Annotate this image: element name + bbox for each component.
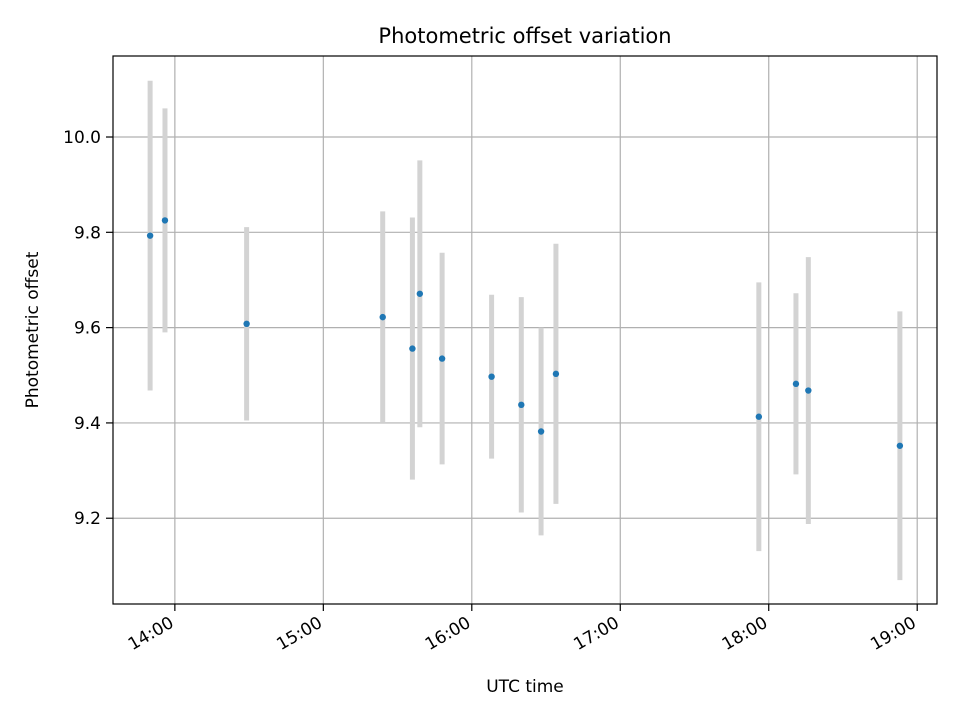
- data-points: [146, 217, 904, 449]
- x-axis-label: UTC time: [486, 677, 564, 697]
- data-point: [552, 370, 560, 378]
- data-point: [805, 387, 812, 394]
- y-axis: 9.2 9.4 9.6 9.8 10.0: [63, 128, 113, 529]
- y-tick-label: 9.4: [74, 414, 101, 434]
- data-point: [792, 380, 800, 388]
- data-point: [438, 355, 446, 362]
- data-point: [416, 290, 424, 297]
- data-point: [161, 217, 169, 224]
- y-tick-label: 10.0: [63, 128, 101, 148]
- data-point: [488, 373, 495, 380]
- y-tick-label: 9.6: [74, 319, 101, 339]
- data-point: [896, 442, 904, 449]
- data-point: [409, 345, 416, 352]
- y-tick-label: 9.8: [74, 223, 101, 243]
- chart-title: Photometric offset variation: [378, 24, 671, 48]
- data-point: [518, 401, 525, 409]
- data-point: [146, 232, 154, 239]
- y-tick-label: 9.2: [74, 509, 101, 529]
- data-point: [379, 313, 386, 321]
- data-point: [755, 413, 763, 420]
- data-point: [537, 428, 545, 435]
- y-axis-label: Photometric offset: [23, 251, 43, 408]
- data-point: [243, 320, 250, 328]
- grid: [113, 56, 937, 604]
- plot-frame: [112, 55, 938, 605]
